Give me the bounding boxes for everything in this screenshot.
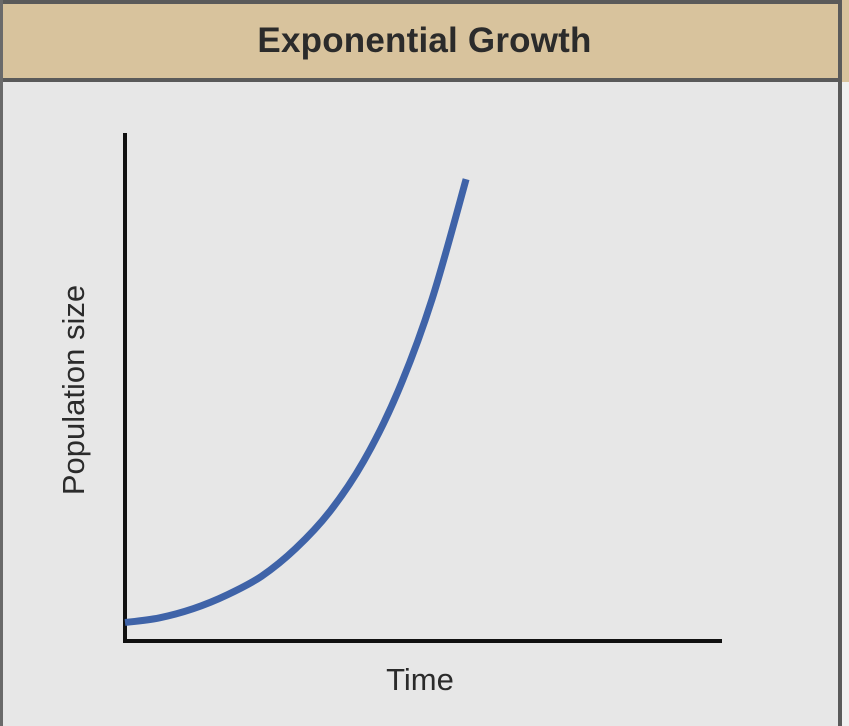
chart-header: Exponential Growth: [0, 0, 849, 82]
header-edge-strip: [842, 0, 849, 82]
growth-curve: [124, 178, 470, 626]
chart-title: Exponential Growth: [257, 21, 592, 60]
right-border: [838, 0, 842, 726]
x-axis-label: Time: [386, 662, 454, 697]
panel-edge-strip: [842, 82, 849, 726]
left-border: [0, 0, 3, 726]
y-axis-label: Population size: [56, 284, 91, 496]
